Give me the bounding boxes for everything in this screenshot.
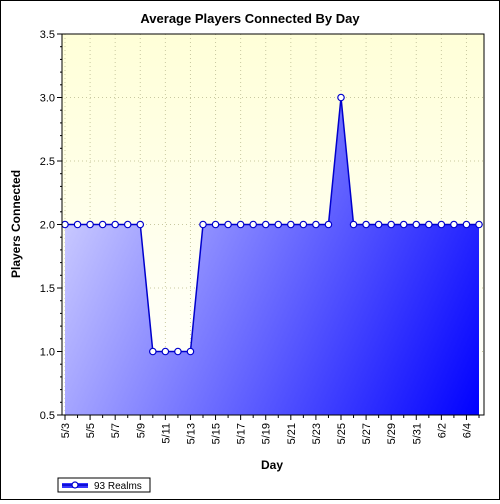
x-tick-label: 5/27 — [361, 423, 373, 444]
data-point — [211, 220, 220, 229]
data-point — [274, 220, 283, 229]
data-point — [450, 220, 458, 229]
y-tick-label: 2.0 — [40, 220, 55, 232]
x-tick-label: 5/3 — [60, 423, 72, 438]
data-point — [73, 220, 82, 229]
legend: 93 Realms — [57, 477, 151, 493]
legend-box — [57, 477, 151, 493]
y-tick-label: 1.0 — [40, 347, 55, 359]
x-tick-label: 5/21 — [286, 423, 298, 444]
y-tick-label: 3.5 — [40, 29, 55, 41]
data-point — [61, 220, 69, 229]
series-area — [65, 97, 479, 415]
x-tick-label: 5/7 — [110, 423, 122, 438]
data-point — [199, 220, 207, 229]
x-axis-label: Day — [261, 458, 283, 472]
chart-title: Average Players Connected By Day — [140, 11, 360, 26]
y-tick-label: 0.5 — [40, 410, 55, 422]
x-tick-label: 5/29 — [386, 423, 398, 444]
data-point — [86, 220, 94, 229]
data-point — [349, 220, 358, 229]
data-point — [337, 93, 345, 102]
x-tick-label: 5/19 — [261, 423, 273, 444]
data-point — [261, 220, 270, 229]
data-point — [312, 220, 320, 229]
data-point — [186, 347, 195, 356]
data-point — [362, 220, 370, 229]
data-point — [149, 347, 157, 356]
x-tick-label: 6/2 — [436, 423, 448, 438]
x-tick-label: 5/11 — [160, 423, 172, 444]
x-tick-label: 5/13 — [185, 423, 197, 444]
x-tick-label: 6/4 — [461, 423, 473, 438]
x-tick-label: 5/5 — [85, 423, 97, 438]
data-point — [249, 220, 257, 229]
x-tick-label: 5/31 — [411, 423, 423, 444]
data-point — [399, 220, 408, 229]
x-tick-label: 5/9 — [135, 423, 147, 438]
x-axis: 5/3 5/5 5/7 5/9 5/11 5/13 5/15 5/17 5/19 5/21 5/23… — [60, 415, 480, 444]
data-point — [136, 220, 145, 229]
data-point — [111, 220, 119, 229]
data-point — [123, 220, 132, 229]
data-point — [324, 220, 333, 229]
x-tick-label: 5/17 — [236, 423, 248, 444]
data-point — [287, 220, 295, 229]
data-point — [462, 220, 471, 229]
y-axis: 0.5 1.0 1.5 2.0 2.5 3.0 3.5 — [40, 29, 62, 422]
data-point — [374, 220, 383, 229]
data-point — [425, 220, 433, 229]
data-point — [437, 220, 446, 229]
series-line — [65, 97, 479, 353]
data-point — [174, 347, 182, 356]
legend-label: 93 Realms — [94, 481, 142, 492]
y-axis-label: Players Connected — [9, 170, 23, 278]
legend-marker-icon — [71, 481, 79, 489]
area-layer — [61, 93, 483, 415]
data-point — [236, 220, 245, 229]
data-point — [161, 347, 170, 356]
y-tick-label: 2.5 — [40, 156, 55, 168]
x-tick-label: 5/15 — [211, 423, 223, 444]
data-point — [224, 220, 232, 229]
data-point — [475, 220, 483, 229]
data-point — [412, 220, 421, 229]
x-tick-label: 5/25 — [336, 423, 348, 444]
data-point — [98, 220, 107, 229]
x-tick-label: 5/23 — [311, 423, 323, 444]
y-tick-label: 3.0 — [40, 93, 55, 105]
data-point — [299, 220, 308, 229]
data-point — [387, 220, 395, 229]
y-tick-label: 1.5 — [40, 283, 55, 295]
